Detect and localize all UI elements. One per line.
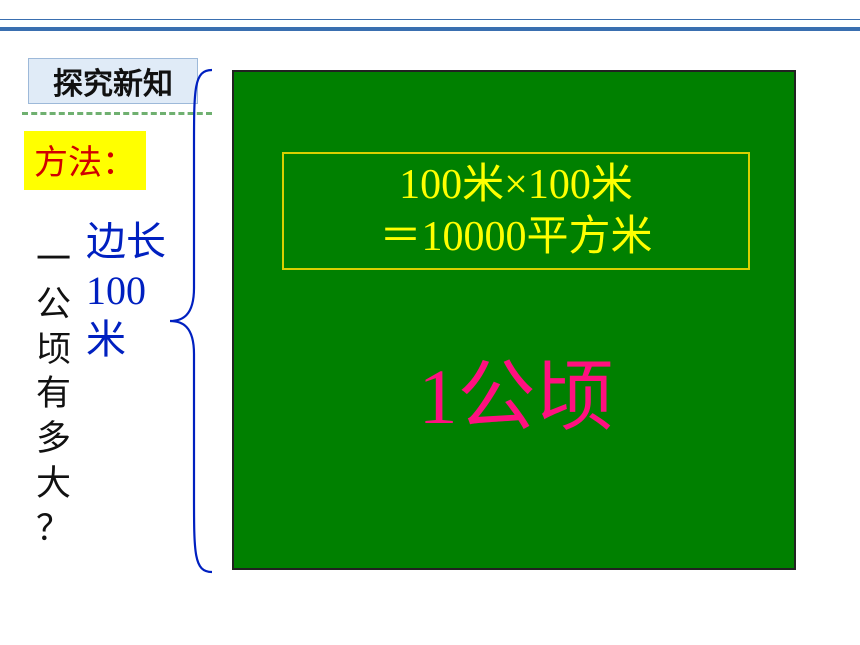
top-thick-rule (0, 27, 860, 31)
method-label: 方法： (24, 131, 146, 190)
side-length-label: 边长 100 米 (86, 218, 166, 364)
vq-char: 一 (36, 238, 71, 283)
formula-line-1: 100米×100米 (399, 159, 633, 212)
hectare-square: 100米×100米 ＝10000平方米 1公顷 (232, 70, 796, 570)
formula-line-2: ＝10000平方米 (379, 211, 652, 264)
vertical-question: 一 公 顷 有 多 大 ？ (36, 238, 71, 552)
formula-box: 100米×100米 ＝10000平方米 (282, 152, 750, 270)
side-length-line: 米 (86, 316, 166, 365)
side-length-line: 边长 (86, 218, 166, 267)
top-thin-rule (0, 19, 860, 20)
vq-char: 大 (36, 462, 71, 507)
vq-char: 公 (36, 283, 71, 328)
side-length-line: 100 (86, 267, 166, 316)
vq-char: 有 (36, 372, 71, 417)
vq-char: ？ (36, 507, 71, 552)
vq-char: 顷 (36, 328, 71, 373)
curly-brace (162, 68, 222, 574)
hectare-label: 1公顷 (234, 334, 798, 446)
section-tab-label: 探究新知 (53, 59, 173, 103)
vq-char: 多 (36, 417, 71, 462)
